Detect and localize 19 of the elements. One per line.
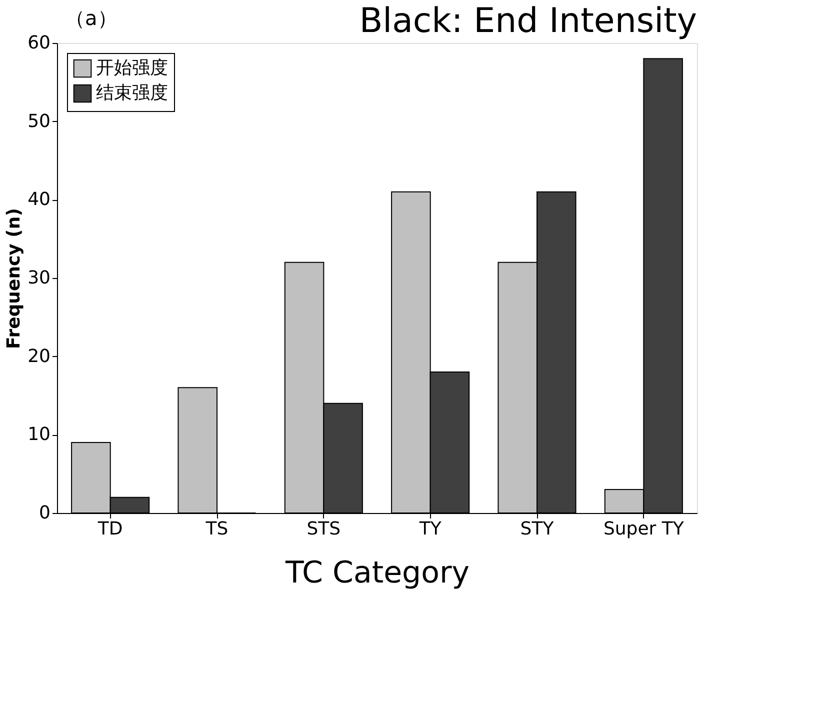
x-tick-label: TS bbox=[204, 518, 228, 540]
legend-label: 结束强度 bbox=[96, 82, 168, 104]
y-tick-label: 10 bbox=[28, 424, 50, 446]
y-tick-label: 40 bbox=[28, 189, 50, 210]
x-tick-label: TY bbox=[418, 518, 442, 540]
x-tick-label: Super TY bbox=[603, 518, 685, 540]
y-tick-label: 20 bbox=[28, 346, 50, 367]
x-tick-label: STY bbox=[520, 518, 555, 540]
chart-title: Black: End Intensity bbox=[359, 1, 697, 41]
y-axis-title: Frequency (n) bbox=[4, 208, 25, 349]
x-tick-label: STS bbox=[306, 518, 341, 540]
y-tick-label: 50 bbox=[28, 110, 50, 132]
y-tick-label: 30 bbox=[28, 268, 50, 288]
y-tick-label: 60 bbox=[28, 32, 50, 54]
x-axis-title: TC Category bbox=[284, 556, 470, 590]
x-tick-label: TD bbox=[96, 518, 123, 540]
legend-label: 开始强度 bbox=[96, 58, 168, 78]
text: （a） bbox=[65, 6, 118, 30]
y-tick-label: 0 bbox=[39, 502, 50, 524]
